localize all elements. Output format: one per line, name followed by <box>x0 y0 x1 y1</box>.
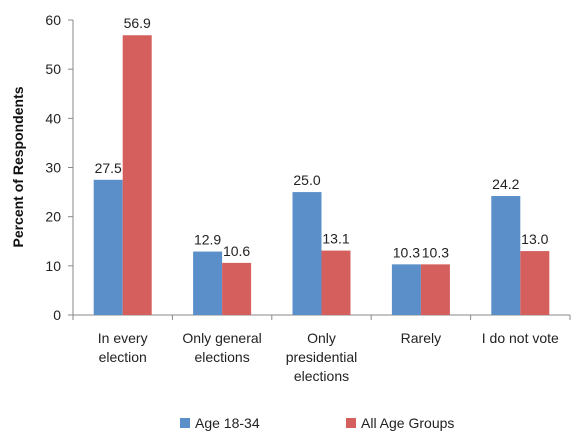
bar-all-age-groups-4 <box>520 251 550 315</box>
y-tick-label: 30 <box>45 160 61 176</box>
data-label: 12.9 <box>194 232 221 248</box>
x-tick-label: elections <box>194 349 249 365</box>
y-tick-label: 60 <box>45 12 61 28</box>
y-tick-label: 10 <box>45 258 61 274</box>
data-label: 27.5 <box>95 160 122 176</box>
y-axis-title: Percent of Respondents <box>10 86 26 247</box>
y-tick-label: 20 <box>45 209 61 225</box>
data-label: 13.1 <box>322 231 349 247</box>
data-label: 10.6 <box>223 243 250 259</box>
y-tick-label: 40 <box>45 110 61 126</box>
data-label: 13.0 <box>521 231 548 247</box>
x-tick-label: Only <box>307 330 336 346</box>
y-tick-label: 0 <box>53 307 61 323</box>
bar-age-18-34-2 <box>292 192 322 315</box>
x-tick-label: Only general <box>182 330 261 346</box>
data-label: 10.3 <box>393 244 420 260</box>
data-label: 10.3 <box>422 244 449 260</box>
x-tick-label: In every <box>98 330 148 346</box>
legend-swatch <box>346 418 356 428</box>
x-tick-labels: In every election Only general elections Onl… <box>98 330 559 384</box>
bar-all-age-groups-2 <box>321 250 351 315</box>
x-tick-label: I do not vote <box>482 330 559 346</box>
bar-all-age-groups-3 <box>420 264 450 315</box>
legend-label: Age 18-34 <box>195 415 260 431</box>
x-tick-label: Rarely <box>401 330 441 346</box>
y-tick-label: 50 <box>45 61 61 77</box>
data-label: 56.9 <box>124 15 151 31</box>
x-tick-label: elections <box>294 368 349 384</box>
bars <box>93 35 550 315</box>
bar-age-18-34-0 <box>93 179 123 315</box>
legend: Age 18-34 All Age Groups <box>180 415 454 431</box>
legend-swatch <box>180 418 190 428</box>
data-label: 24.2 <box>492 176 519 192</box>
x-tick-label: presidential <box>286 349 358 365</box>
bar-all-age-groups-0 <box>122 35 152 315</box>
bar-age-18-34-1 <box>193 251 223 315</box>
data-labels: 27.5 12.9 25.0 10.3 24.2 56.9 10.6 13.1 10.3 13.0 <box>95 15 549 260</box>
x-tick-label: election <box>99 349 147 365</box>
data-label: 25.0 <box>293 172 320 188</box>
y-tick-labels: 0 10 20 30 40 50 60 <box>45 12 61 323</box>
bar-all-age-groups-1 <box>222 262 252 315</box>
bar-age-18-34-4 <box>491 196 521 315</box>
legend-label: All Age Groups <box>361 415 454 431</box>
bar-age-18-34-3 <box>391 264 421 315</box>
axes <box>68 19 571 320</box>
